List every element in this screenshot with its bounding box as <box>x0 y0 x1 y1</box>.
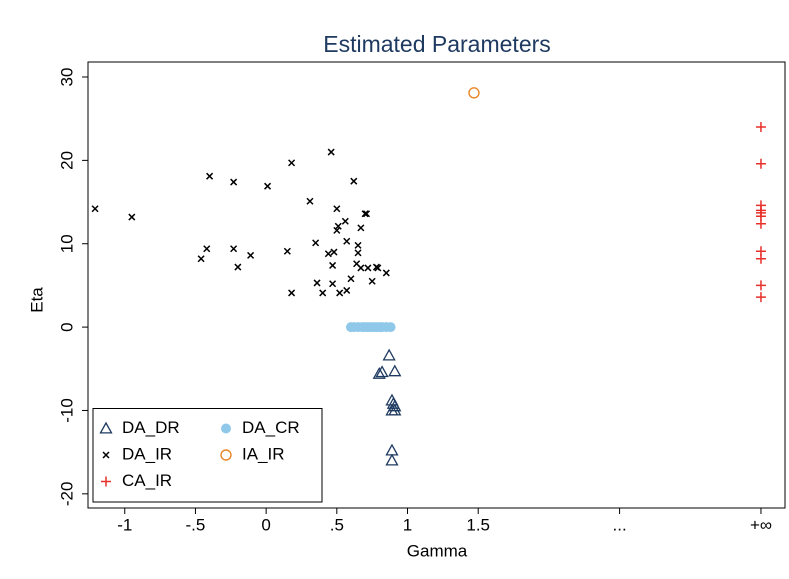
x-tick-label: 1 <box>403 515 412 534</box>
y-tick-label: 10 <box>57 234 76 253</box>
marker-x <box>362 210 371 218</box>
marker-circle-open <box>468 87 480 99</box>
marker-x <box>329 280 337 288</box>
y-tick-label: 0 <box>57 322 76 331</box>
y-tick-label: -10 <box>57 398 76 423</box>
marker-x <box>347 275 355 283</box>
marker-triangle <box>372 366 386 379</box>
y-axis-label: Eta <box>27 287 46 313</box>
legend-label: CA_IR <box>122 471 172 490</box>
legend-marker <box>220 449 232 461</box>
marker-x <box>264 182 272 190</box>
marker-triangle <box>388 364 402 377</box>
marker-x <box>354 249 362 257</box>
legend-marker <box>102 451 110 459</box>
marker-x <box>234 263 242 271</box>
marker-plus <box>755 218 766 229</box>
legend-label: DA_CR <box>242 418 300 437</box>
legend-box <box>92 408 323 503</box>
marker-plus <box>755 253 766 264</box>
legend-marker <box>101 476 111 487</box>
marker-x <box>283 247 291 255</box>
marker-x <box>330 248 338 256</box>
marker-x <box>361 210 369 218</box>
marker-x <box>288 159 296 167</box>
marker-triangle <box>375 365 389 378</box>
marker-x <box>91 205 99 213</box>
marker-x <box>128 213 136 221</box>
marker-x <box>341 217 349 225</box>
marker-x <box>319 289 327 297</box>
marker-x <box>382 269 390 277</box>
marker-x <box>247 251 255 259</box>
marker-x <box>203 245 211 253</box>
marker-x <box>333 226 341 234</box>
x-tick-label: +∞ <box>750 515 772 534</box>
marker-x <box>364 264 372 272</box>
marker-x <box>206 172 214 180</box>
marker-x <box>374 264 382 272</box>
marker-x <box>329 261 337 269</box>
legend-marker <box>99 421 113 434</box>
marker-x <box>327 148 335 156</box>
x-tick-label: 0 <box>261 515 270 534</box>
legend-label: DA_DR <box>122 418 180 437</box>
marker-x <box>357 224 365 232</box>
marker-x <box>343 237 351 245</box>
legend-label: IA_IR <box>242 444 285 463</box>
marker-x <box>354 241 362 249</box>
marker-x <box>368 277 376 285</box>
x-tick-label: -.5 <box>186 515 206 534</box>
marker-x <box>306 197 314 205</box>
marker-triangle <box>385 453 399 466</box>
legend-marker <box>221 423 231 434</box>
chart-title: Estimated Parameters <box>323 31 551 57</box>
marker-x <box>230 245 238 253</box>
marker-x <box>336 289 344 297</box>
marker-plus <box>755 292 766 303</box>
x-axis-label: Gamma <box>407 541 468 560</box>
y-tick-label: -20 <box>57 482 76 507</box>
marker-x <box>312 239 320 247</box>
x-tick-label: ... <box>613 515 627 534</box>
y-tick-label: 30 <box>57 68 76 87</box>
marker-x <box>333 205 341 213</box>
x-tick-label: -1 <box>117 515 132 534</box>
marker-plus <box>755 280 766 291</box>
marker-triangle <box>388 399 402 412</box>
marker-plus <box>755 122 766 133</box>
marker-x <box>357 264 365 272</box>
marker-x <box>197 255 205 263</box>
marker-plus <box>755 158 766 169</box>
x-tick-label: 1.5 <box>466 515 490 534</box>
marker-x <box>288 289 296 297</box>
marker-x <box>350 177 358 185</box>
legend-label: DA_IR <box>122 444 172 463</box>
marker-triangle <box>382 348 396 361</box>
x-tick-label: .5 <box>330 515 344 534</box>
marker-x <box>313 279 321 287</box>
y-tick-label: 20 <box>57 151 76 170</box>
marker-circle <box>385 322 396 333</box>
marker-x <box>324 250 332 258</box>
marker-x <box>334 222 342 230</box>
marker-triangle <box>388 403 402 416</box>
marker-x <box>343 286 351 294</box>
marker-x <box>230 178 238 186</box>
